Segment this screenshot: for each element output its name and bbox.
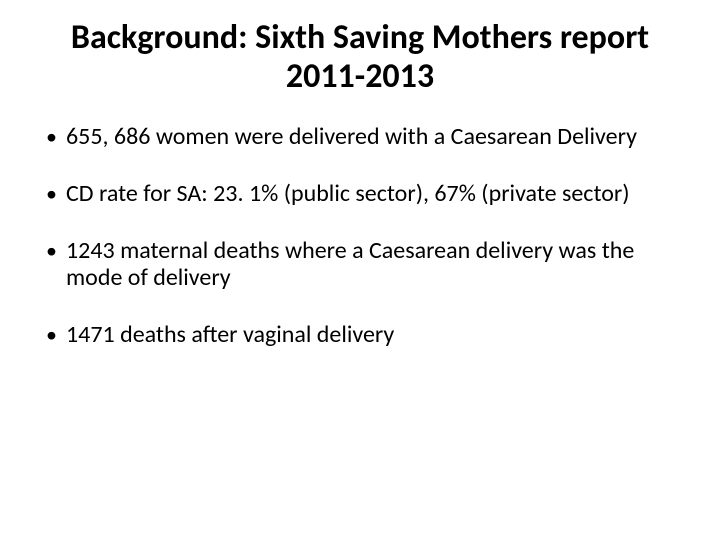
list-item: 1243 maternal deaths where a Caesarean d…: [40, 238, 680, 292]
list-item: 655, 686 women were delivered with a Cae…: [40, 124, 680, 151]
list-item: 1471 deaths after vaginal delivery: [40, 322, 680, 349]
bullet-list: 655, 686 women were delivered with a Cae…: [40, 124, 680, 348]
list-item: CD rate for SA: 23. 1% (public sector), …: [40, 181, 680, 208]
slide: Background: Sixth Saving Mothers report …: [0, 0, 720, 540]
slide-title: Background: Sixth Saving Mothers report …: [40, 18, 680, 96]
